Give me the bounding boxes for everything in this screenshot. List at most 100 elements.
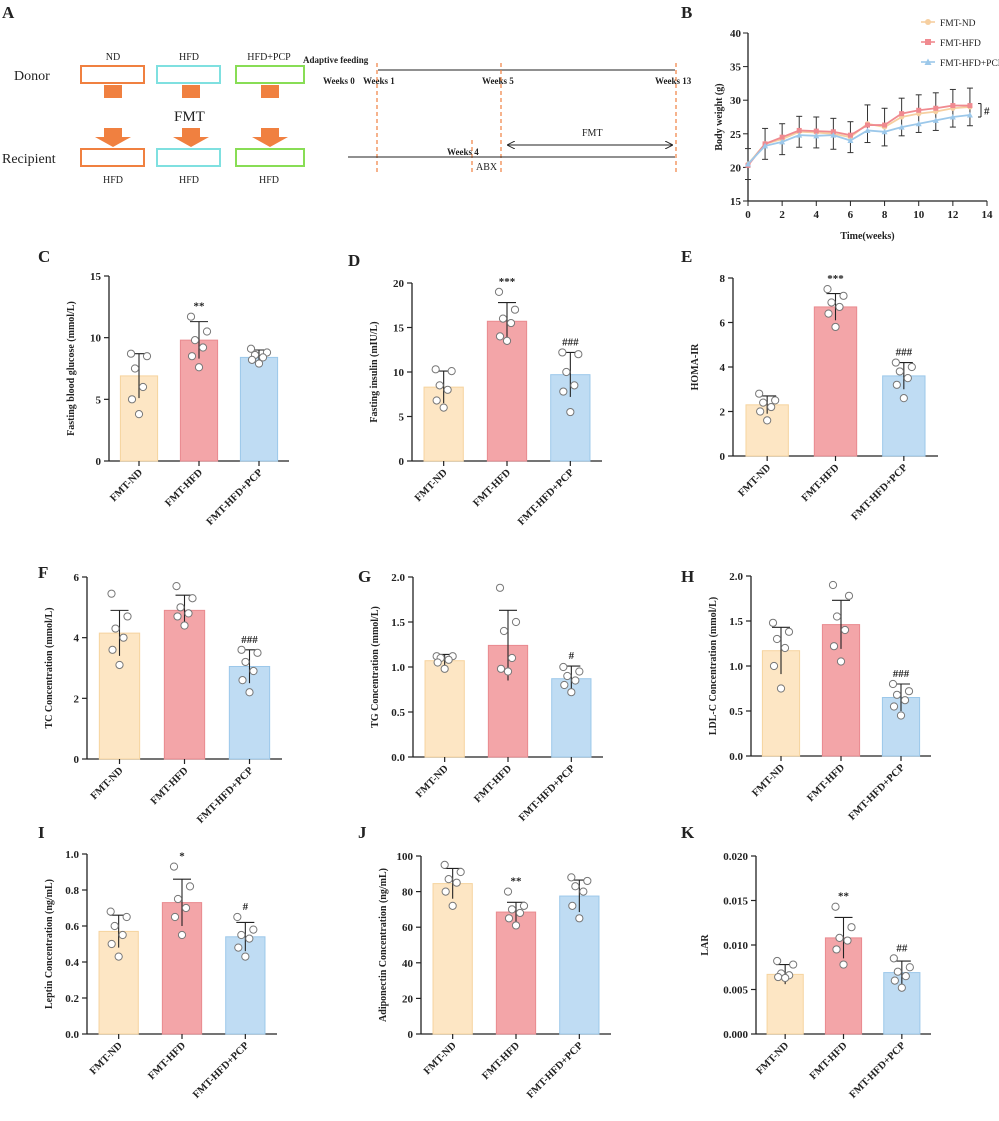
data-point	[119, 633, 128, 642]
data-point	[892, 380, 901, 389]
transfer-arrow-nd	[95, 128, 131, 147]
data-point	[896, 711, 906, 720]
data-point	[882, 122, 888, 128]
data-point	[835, 302, 844, 312]
data-point	[567, 873, 576, 882]
data-point	[824, 309, 833, 318]
data-point	[763, 416, 772, 425]
data-point	[776, 684, 786, 693]
significance-marker: *	[179, 851, 185, 863]
data-point	[579, 887, 588, 896]
x-category-label: FMT-ND	[413, 467, 450, 504]
y-tick-label: 5	[96, 394, 102, 406]
y-tick-label: 0	[408, 1029, 414, 1041]
data-point	[888, 679, 898, 689]
legend-entry: FMT-ND	[940, 19, 976, 29]
x-tick-label: 8	[882, 209, 888, 221]
data-point	[111, 624, 120, 633]
y-tick-label: 25	[730, 129, 742, 141]
panel-label-g: G	[358, 567, 371, 586]
data-point	[107, 939, 116, 949]
bar-fmt-hfd	[495, 911, 537, 1035]
y-tick-label: 2	[720, 407, 726, 419]
data-point	[562, 367, 571, 377]
data-point	[433, 658, 442, 667]
data-point	[865, 122, 870, 128]
data-point	[237, 930, 246, 940]
data-point	[933, 105, 939, 111]
chart-d: 0 5 10 15 20 Fasting insulin (mIU/L) FMT-ND FMT…	[369, 276, 602, 528]
data-point	[172, 582, 181, 591]
data-point	[949, 114, 956, 120]
x-category-label: FMT-HFD	[146, 1040, 188, 1082]
data-point	[247, 355, 257, 364]
y-tick-label: 2.0	[729, 571, 743, 583]
data-point	[190, 336, 200, 345]
data-point	[772, 634, 782, 644]
y-tick-label: 20	[730, 162, 742, 174]
donor-box-hfd	[156, 65, 221, 84]
chart-i: 0.0 0.2 0.4 0.6 0.8 1.0 Leptin Concentration (…	[44, 849, 277, 1101]
significance-marker: **	[194, 301, 206, 313]
y-tick-label: 15	[730, 196, 742, 208]
y-tick-label: 0	[96, 456, 102, 468]
chart-c: 0 5 10 15 Fasting blood glucose (mmol/L) FMT-…	[66, 271, 289, 528]
x-category-label: FMT-HFD+PCP	[205, 467, 266, 528]
data-point	[456, 867, 465, 877]
data-point	[767, 402, 776, 412]
panel-label-f: F	[38, 563, 48, 582]
data-point	[444, 655, 453, 664]
x-category-label: FMT-HFD	[149, 765, 191, 807]
data-point	[839, 960, 848, 969]
x-category-label: FMT-HFD	[480, 1040, 522, 1082]
panel-a-schematic: A Donor Recipient FMT ND HFD HFD+PCP HFD…	[2, 3, 692, 186]
data-point	[897, 983, 906, 992]
donor-group-nd: ND	[106, 52, 120, 63]
data-point	[245, 934, 254, 943]
y-axis-label: Fasting blood glucose (mmol/L)	[66, 301, 77, 436]
x-category-label: FMT-HFD+PCP	[195, 765, 256, 826]
significance-marker: ###	[896, 347, 913, 359]
y-tick-label: 1.0	[391, 662, 405, 674]
y-tick-label: 60	[402, 922, 414, 934]
data-point	[443, 385, 452, 394]
data-point	[966, 111, 973, 118]
y-tick-label: 20	[402, 993, 414, 1005]
x-category-label: FMT-ND	[754, 1040, 791, 1077]
data-point	[498, 314, 508, 323]
significance-marker: ###	[893, 668, 910, 680]
x-category-label: FMT-ND	[414, 763, 451, 800]
week4-label: Weeks 4	[447, 147, 479, 157]
data-point	[237, 645, 246, 654]
data-point	[780, 643, 790, 653]
data-point	[901, 972, 910, 981]
x-category-label: FMT-HFD+PCP	[191, 1040, 252, 1101]
data-point	[115, 660, 124, 670]
data-point	[511, 921, 521, 930]
data-point	[499, 626, 509, 636]
significance-marker: #	[243, 901, 249, 913]
y-tick-label: 15	[393, 323, 405, 335]
y-axis-label: LDL-C Concentration (mmol/L)	[708, 597, 719, 735]
data-point	[899, 394, 908, 403]
data-point	[899, 111, 905, 117]
data-point	[108, 645, 117, 654]
data-point	[502, 336, 512, 345]
data-point	[831, 902, 840, 911]
data-point	[506, 318, 516, 328]
data-point	[755, 389, 764, 398]
y-tick-label: 1.5	[729, 616, 743, 628]
abx-label: ABX	[476, 162, 498, 173]
donor-block-hfd-pcp	[261, 85, 279, 98]
data-point	[176, 603, 185, 612]
bar-fmt-hfd-pcp	[225, 936, 266, 1035]
data-point	[784, 627, 794, 636]
data-point	[756, 407, 765, 416]
y-axis-label: TC Concentration (mmol/L)	[44, 607, 55, 728]
y-tick-label: 4	[74, 633, 80, 645]
panel-label-k: K	[681, 823, 695, 842]
donor-box-nd	[80, 65, 145, 84]
data-point	[258, 353, 268, 362]
chart-b: 15 20 25 30 35 40 0 2 4 6 8 10 12 14 Time(weeks) Body w…	[714, 19, 999, 242]
y-axis-label: Adiponectin Concentration (ng/mL)	[378, 868, 389, 1022]
